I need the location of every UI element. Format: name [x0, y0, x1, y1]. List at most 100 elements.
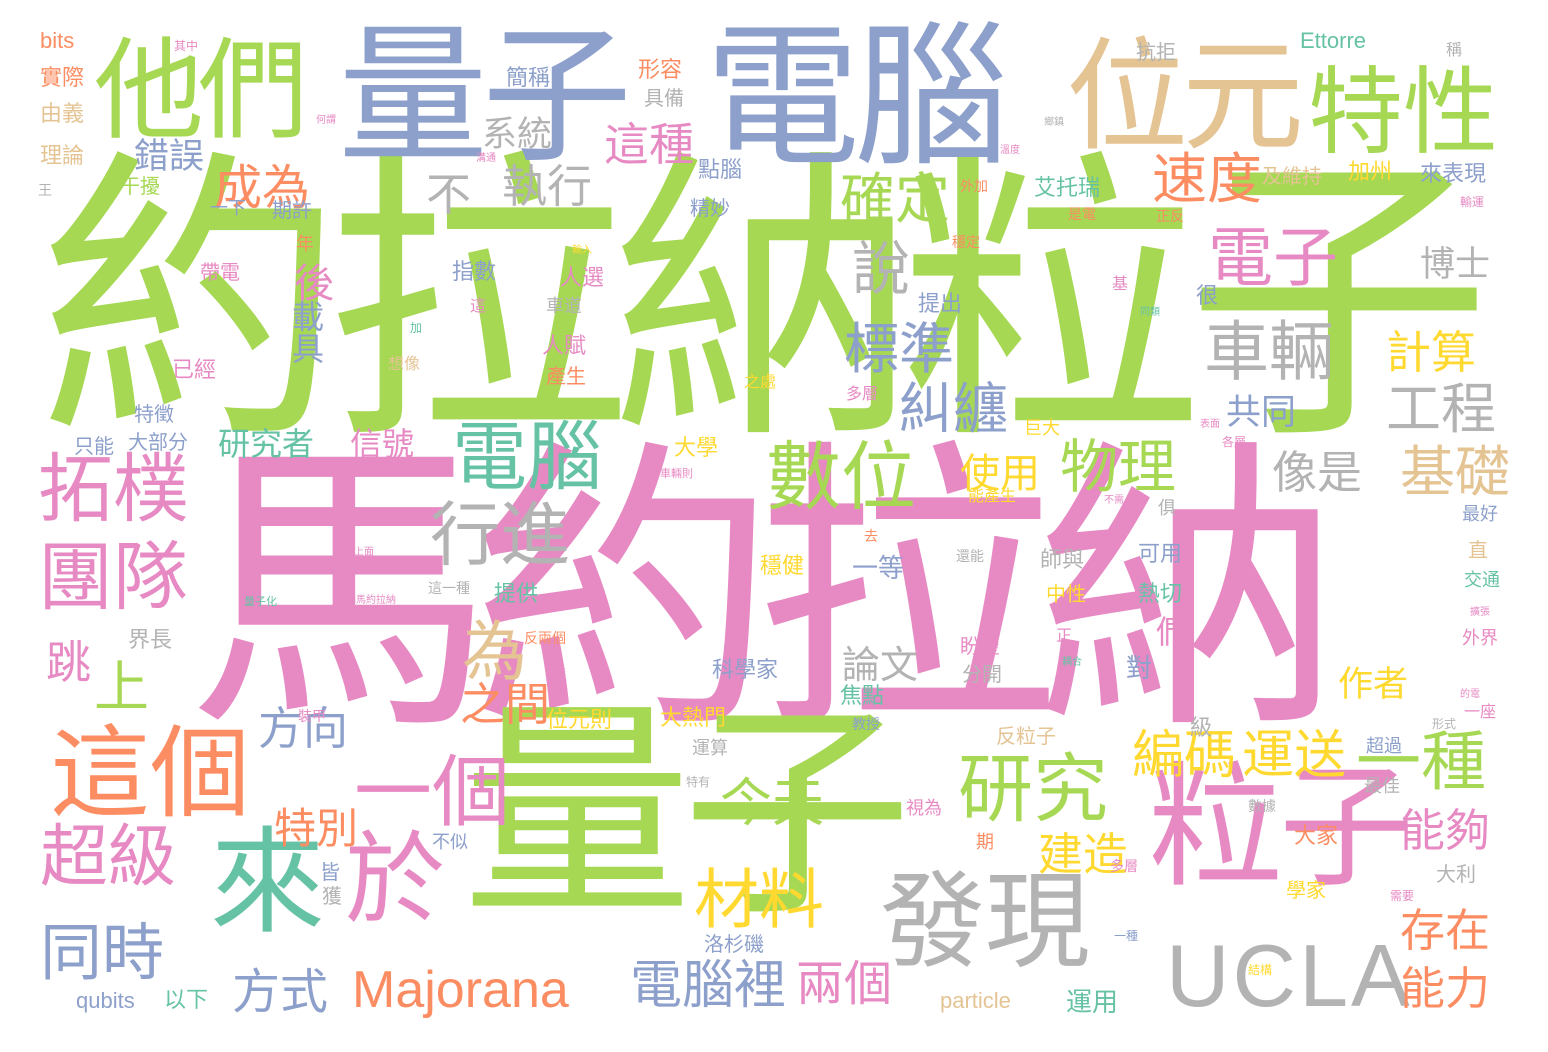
- word: 溝通: [476, 153, 496, 164]
- word: 系統: [482, 115, 553, 155]
- word: 像是: [1272, 446, 1363, 499]
- word: 分開: [962, 662, 1002, 686]
- word: 這個: [50, 715, 250, 832]
- word: 穩定: [952, 235, 980, 251]
- word: 超過: [1366, 736, 1402, 757]
- word: 車輛則: [660, 467, 693, 480]
- word: 艾托瑞: [1034, 176, 1101, 201]
- word: 點腦: [698, 158, 743, 183]
- word: 稱: [1446, 40, 1463, 59]
- word: 焦點: [840, 684, 885, 709]
- word: 溫度: [1000, 145, 1020, 156]
- word: bits: [40, 28, 75, 53]
- word: 電腦: [452, 413, 603, 501]
- word: 俱: [1158, 498, 1176, 519]
- word: 們: [1156, 613, 1189, 651]
- word: 量子: [338, 10, 632, 184]
- word: 說: [852, 235, 911, 303]
- word: 兩個: [796, 956, 893, 1012]
- word: 最佳: [1364, 776, 1400, 797]
- word: 位元: [1066, 26, 1304, 168]
- word: 一座: [1464, 702, 1497, 721]
- word: 一個: [354, 748, 511, 838]
- word: 錯誤: [134, 137, 205, 177]
- word: 師與: [1040, 548, 1085, 573]
- word: 於: [345, 821, 445, 938]
- word: 教授: [852, 717, 880, 733]
- word: 團隊: [38, 533, 189, 621]
- word: 提出: [918, 292, 963, 317]
- word: 糾纏: [898, 377, 1009, 441]
- word: 各層: [1222, 435, 1247, 449]
- word: 外加: [960, 179, 988, 195]
- word: 博士: [1420, 245, 1491, 285]
- word: 電腦裡: [630, 956, 787, 1016]
- word: 還能: [956, 549, 984, 565]
- word: 大家: [1294, 824, 1339, 849]
- word: 輸運: [1460, 195, 1485, 209]
- word: 計算: [1386, 326, 1477, 379]
- word: 何謂: [316, 115, 336, 126]
- word: 發現: [880, 861, 1091, 983]
- word: 一下: [210, 198, 246, 219]
- word: 最好: [1462, 504, 1498, 525]
- word: 指數: [452, 260, 497, 285]
- word: 工程: [1386, 377, 1497, 441]
- word: 及維持: [1262, 164, 1322, 188]
- word: 以下: [164, 988, 209, 1013]
- word: 王: [38, 183, 52, 199]
- word: 量子化: [244, 595, 277, 608]
- word: 基: [1112, 274, 1129, 293]
- word: 後: [294, 261, 334, 307]
- word: 研究者: [218, 425, 315, 463]
- word: 車道: [546, 296, 582, 317]
- word: 大學: [674, 436, 719, 461]
- word: 大熱門: [660, 706, 727, 731]
- word: 大部分: [128, 430, 188, 454]
- word: 位元則: [546, 708, 613, 733]
- word: 一種: [1356, 725, 1487, 800]
- word: 數位: [766, 433, 917, 521]
- word: Majorana: [352, 961, 569, 1019]
- word: 粒子: [1148, 749, 1414, 906]
- word: 能力: [1400, 962, 1491, 1015]
- word: 電腦: [705, 7, 1009, 188]
- word: 人選: [560, 266, 605, 291]
- word: 需要: [1390, 889, 1415, 903]
- word: 由義: [40, 102, 85, 127]
- word: 洛杉磯: [704, 932, 764, 956]
- word: 理論: [40, 144, 85, 169]
- word: 編碼: [1132, 726, 1237, 786]
- word: 輸入: [572, 245, 592, 256]
- word: 可用: [1138, 542, 1183, 567]
- word: 不: [426, 168, 472, 221]
- word: 去: [864, 529, 878, 545]
- word: 干擾: [120, 174, 160, 198]
- word: Ettorre: [1300, 28, 1367, 53]
- word: 跳: [46, 636, 92, 689]
- word: 能夠: [1400, 804, 1491, 857]
- word: 已經: [172, 358, 217, 383]
- word: 視為: [906, 798, 942, 819]
- word: 正反: [1156, 209, 1184, 225]
- word: 科學家: [712, 658, 779, 683]
- word: 特性: [1308, 58, 1499, 168]
- word: 上面: [354, 547, 374, 558]
- word: 數據: [1248, 799, 1276, 815]
- word: 特別: [274, 804, 359, 853]
- word: 共同: [1226, 393, 1297, 433]
- word: 形容: [638, 58, 683, 83]
- word: 交通: [1464, 570, 1500, 591]
- word: 物理: [1060, 433, 1177, 501]
- word: 載具: [287, 300, 325, 364]
- word: 這一種: [428, 581, 470, 597]
- word: 對: [1126, 654, 1153, 684]
- word: 具備: [644, 86, 684, 110]
- word: 確定: [840, 167, 951, 231]
- word: 是電: [1068, 207, 1096, 223]
- word: 超級: [40, 818, 177, 897]
- word: 反粒子: [996, 724, 1056, 748]
- word: 信號: [350, 425, 415, 463]
- word: 多層: [1110, 859, 1138, 875]
